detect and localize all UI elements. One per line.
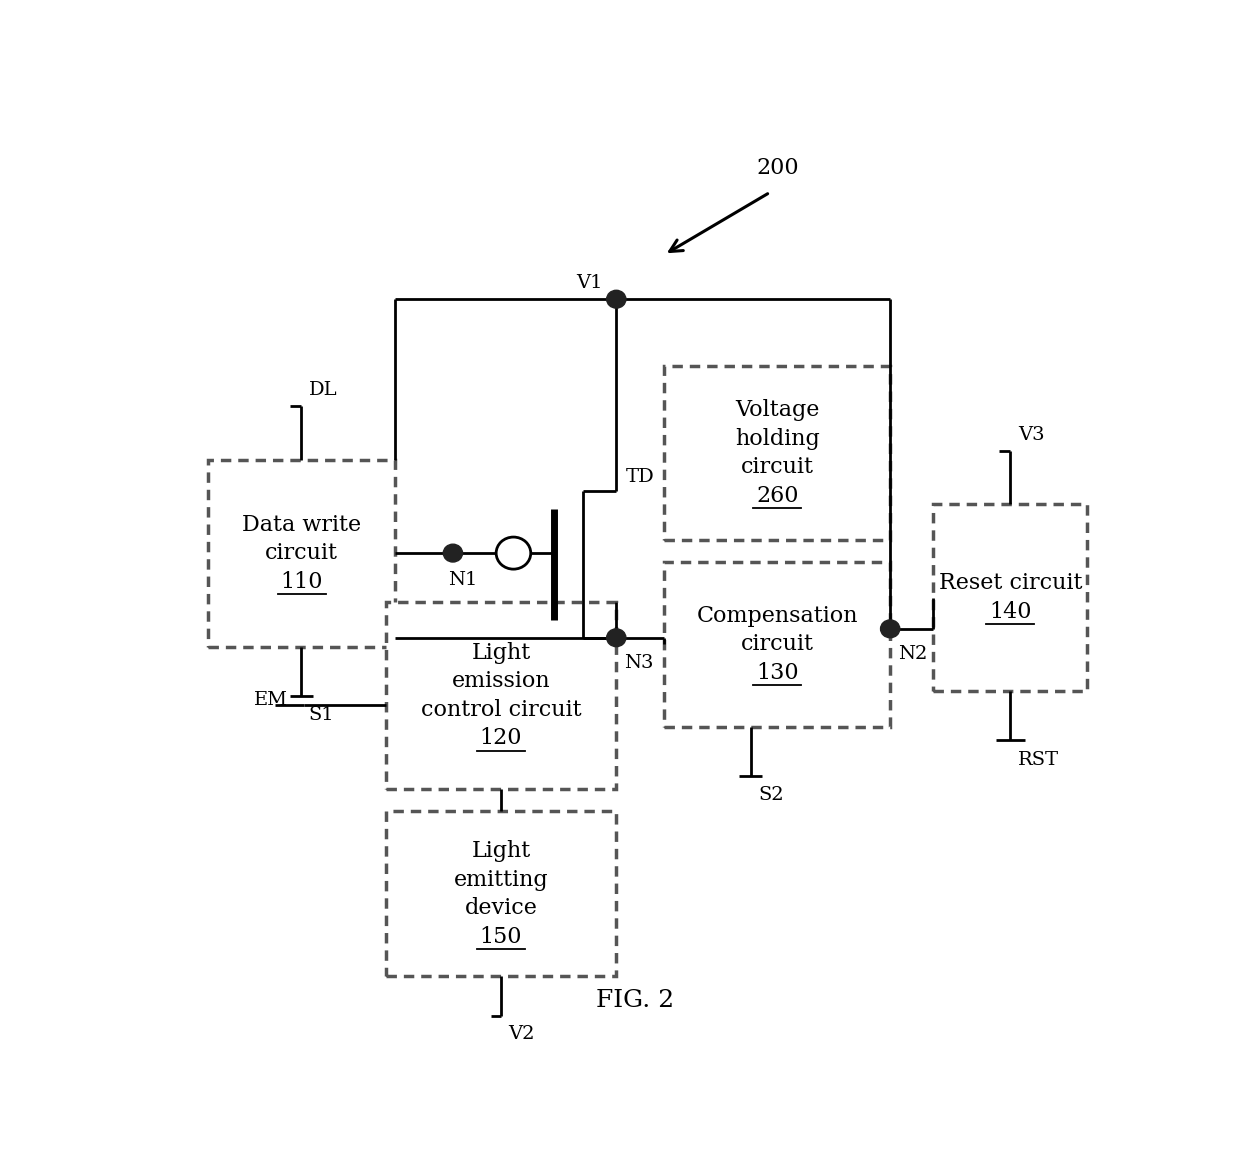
Text: emitting: emitting [454,869,548,891]
Text: device: device [465,897,537,919]
Text: 130: 130 [756,662,799,684]
Text: N1: N1 [448,570,477,589]
Bar [208,459,396,647]
Text: 140: 140 [990,600,1032,622]
Text: circuit: circuit [740,456,813,478]
Text: EM: EM [254,691,288,709]
Text: circuit: circuit [740,633,813,655]
Circle shape [444,544,463,562]
Circle shape [496,537,531,569]
Text: V1: V1 [575,274,603,293]
Circle shape [606,290,626,308]
Text: holding: holding [735,428,820,450]
Bar [665,366,890,539]
Text: Light: Light [471,840,531,862]
Circle shape [880,620,900,638]
Text: RST: RST [1018,751,1059,768]
Text: circuit: circuit [265,543,339,565]
Text: S2: S2 [759,787,784,804]
Text: 150: 150 [480,926,522,948]
Text: Voltage: Voltage [735,399,820,421]
Bar [665,562,890,727]
Bar [386,811,616,977]
Text: 110: 110 [280,570,322,592]
Text: Compensation: Compensation [697,605,858,627]
Text: FIG. 2: FIG. 2 [596,989,675,1012]
Text: S1: S1 [309,706,335,724]
Bar [934,504,1087,691]
Circle shape [606,628,626,647]
Text: Light: Light [471,642,531,664]
Text: TD: TD [626,469,655,486]
Text: Reset circuit: Reset circuit [939,573,1083,595]
Text: 260: 260 [756,485,799,507]
Text: N2: N2 [898,644,928,663]
Text: 120: 120 [480,728,522,750]
Text: DL: DL [309,381,337,399]
Text: V3: V3 [1018,426,1044,443]
Text: 200: 200 [756,157,799,179]
Text: emission: emission [451,670,551,692]
Text: V2: V2 [508,1025,536,1044]
Text: Data write: Data write [242,514,361,536]
Bar [386,602,616,789]
Text: control circuit: control circuit [420,699,582,721]
Text: N3: N3 [624,654,653,672]
